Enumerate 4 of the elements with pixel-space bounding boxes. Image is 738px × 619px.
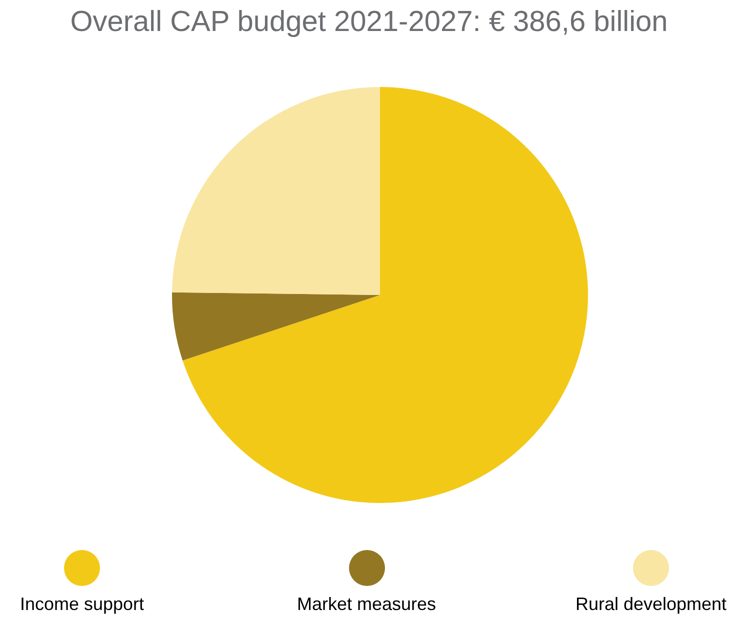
legend-label: Income support bbox=[18, 594, 146, 615]
chart-title: Overall CAP budget 2021-2027: € 386,6 billion bbox=[69, 6, 669, 39]
legend-label: Rural development bbox=[574, 594, 728, 615]
legend-label: Market measures bbox=[296, 594, 438, 615]
